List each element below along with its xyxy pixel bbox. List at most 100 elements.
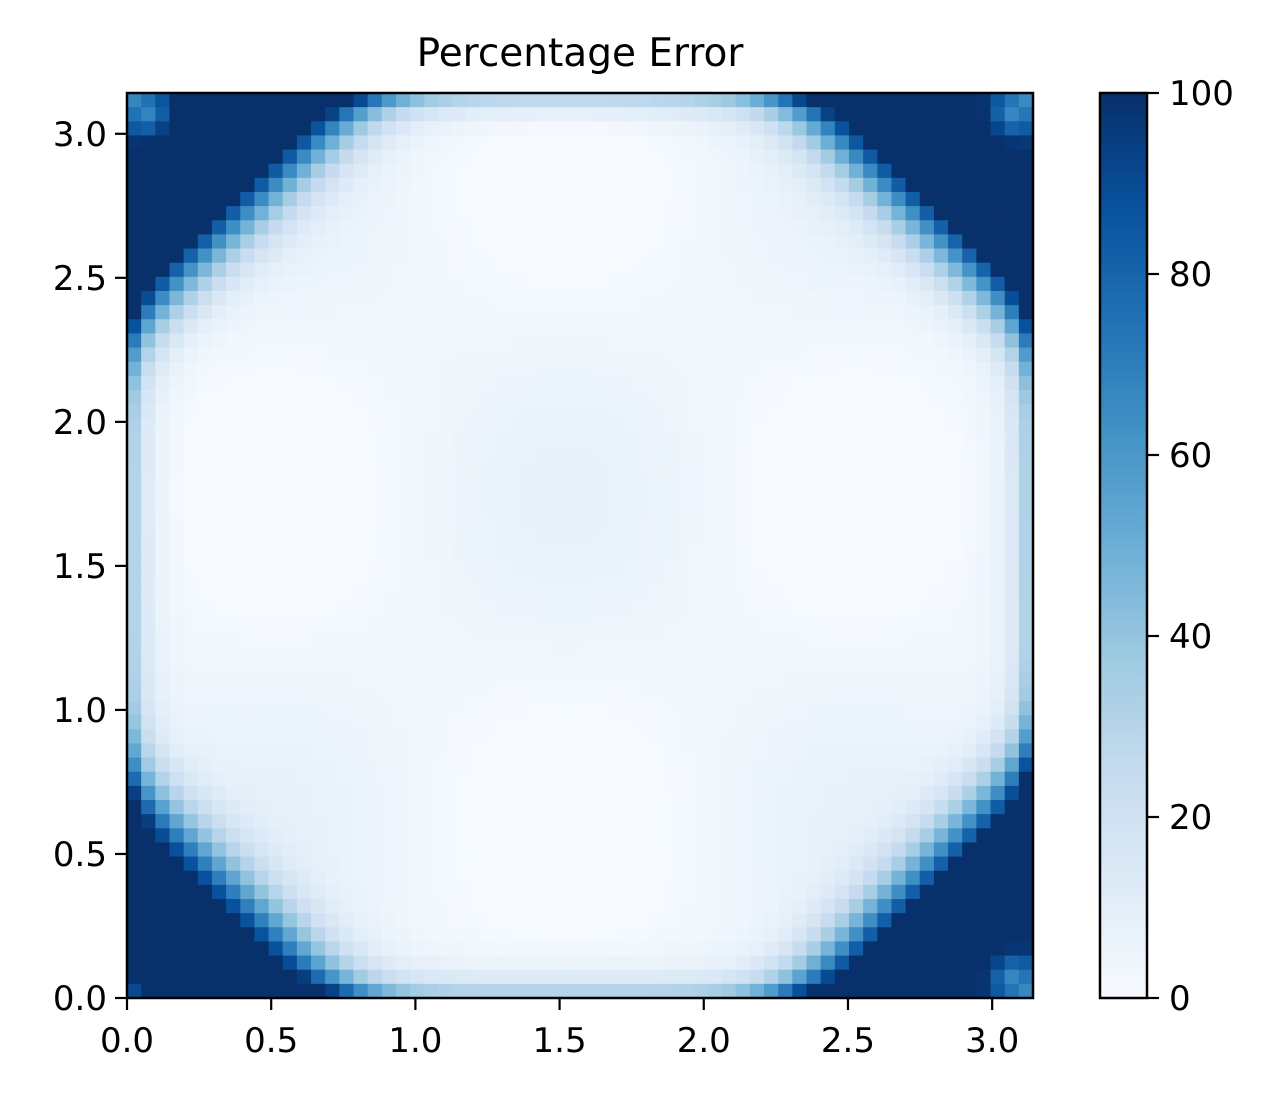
heatmap-cell — [919, 587, 935, 603]
heatmap-cell — [495, 686, 510, 702]
heatmap-cell — [395, 729, 411, 745]
heatmap-cell — [792, 658, 808, 674]
heatmap-cell — [537, 135, 553, 151]
heatmap-cell — [594, 701, 609, 716]
heatmap-cell — [268, 884, 284, 900]
heatmap-cell — [877, 135, 893, 151]
heatmap-cell — [863, 220, 878, 236]
heatmap-cell — [381, 135, 397, 151]
heatmap-cell — [834, 587, 850, 603]
heatmap-cell — [806, 814, 822, 829]
heatmap-cell — [863, 305, 878, 320]
heatmap-cell — [381, 856, 397, 872]
heatmap-cell — [778, 870, 793, 886]
heatmap-cell — [282, 432, 298, 448]
heatmap-cell — [877, 404, 893, 419]
heatmap-cell — [296, 404, 312, 419]
heatmap-cell — [523, 757, 539, 773]
heatmap-cell — [141, 305, 156, 320]
heatmap-cell — [254, 347, 270, 363]
heatmap-cell — [693, 389, 709, 405]
heatmap-cell — [664, 135, 680, 151]
heatmap-cell — [551, 757, 567, 773]
heatmap-cell — [565, 842, 581, 858]
heatmap-cell — [565, 771, 581, 787]
heatmap-cell — [452, 545, 468, 561]
heatmap-cell — [551, 234, 567, 250]
heatmap-cell — [919, 630, 935, 646]
heatmap-cell — [877, 587, 893, 603]
heatmap-cell — [721, 517, 737, 532]
heatmap-cell — [452, 899, 468, 914]
heatmap-cell — [155, 418, 171, 433]
heatmap-cell — [424, 573, 440, 589]
heatmap-cell — [749, 941, 765, 957]
heatmap-cell — [622, 828, 638, 844]
heatmap-cell — [551, 701, 567, 716]
heatmap-cell — [976, 206, 992, 221]
heatmap-cell — [424, 672, 440, 688]
heatmap-cell — [353, 771, 369, 787]
heatmap-cell — [707, 800, 723, 815]
heatmap-cell — [820, 531, 836, 547]
heatmap-cell — [707, 446, 723, 462]
heatmap-cell — [395, 93, 411, 108]
heatmap-cell — [764, 828, 779, 844]
heatmap-cell — [211, 177, 227, 193]
heatmap-cell — [891, 389, 907, 405]
heatmap-cell — [933, 602, 949, 617]
heatmap-cell — [466, 983, 482, 998]
heatmap-cell — [679, 757, 694, 773]
heatmap-cell — [452, 220, 468, 236]
heatmap-cell — [863, 672, 878, 688]
heatmap-cell — [268, 262, 284, 278]
heatmap-cell — [933, 107, 949, 122]
heatmap-cell — [877, 785, 893, 801]
heatmap-cell — [608, 220, 624, 236]
heatmap-cell — [226, 587, 241, 603]
heatmap-cell — [183, 573, 199, 589]
heatmap-cell — [452, 149, 468, 165]
heatmap-cell — [622, 375, 638, 391]
heatmap-cell — [353, 474, 369, 490]
heatmap-cell — [169, 686, 185, 702]
heatmap-cell — [523, 587, 539, 603]
heatmap-cell — [990, 573, 1006, 589]
heatmap-cell — [877, 686, 893, 702]
heatmap-cell — [1004, 121, 1020, 137]
heatmap-cell — [268, 545, 284, 561]
heatmap-cell — [339, 163, 355, 179]
heatmap-cell — [919, 955, 935, 971]
heatmap-cell — [211, 517, 227, 532]
heatmap-cell — [141, 347, 156, 363]
heatmap-cell — [395, 630, 411, 646]
heatmap-cell — [792, 814, 808, 829]
heatmap-cell — [282, 757, 298, 773]
heatmap-cell — [608, 757, 624, 773]
heatmap-cell — [990, 913, 1006, 928]
heatmap-cell — [197, 899, 213, 914]
heatmap-cell — [806, 177, 822, 193]
heatmap-cell — [919, 333, 935, 349]
heatmap-cell — [905, 531, 921, 547]
heatmap-cell — [127, 432, 142, 448]
heatmap-cell — [990, 672, 1006, 688]
heatmap-cell — [664, 955, 680, 971]
heatmap-cell — [495, 983, 510, 998]
heatmap-cell — [608, 446, 624, 462]
heatmap-cell — [636, 361, 652, 377]
heatmap-cell — [183, 771, 199, 787]
heatmap-cell — [452, 234, 468, 250]
heatmap-cell — [948, 771, 963, 787]
heatmap-cell — [169, 587, 185, 603]
heatmap-cell — [424, 856, 440, 872]
heatmap-cell — [990, 757, 1006, 773]
heatmap-cell — [721, 729, 737, 745]
heatmap-cell — [353, 701, 369, 716]
heatmap-cell — [749, 771, 765, 787]
heatmap-cell — [792, 361, 808, 377]
heatmap-cell — [863, 573, 878, 589]
heatmap-cell — [282, 941, 298, 957]
heatmap-cell — [523, 262, 539, 278]
heatmap-cell — [155, 474, 171, 490]
